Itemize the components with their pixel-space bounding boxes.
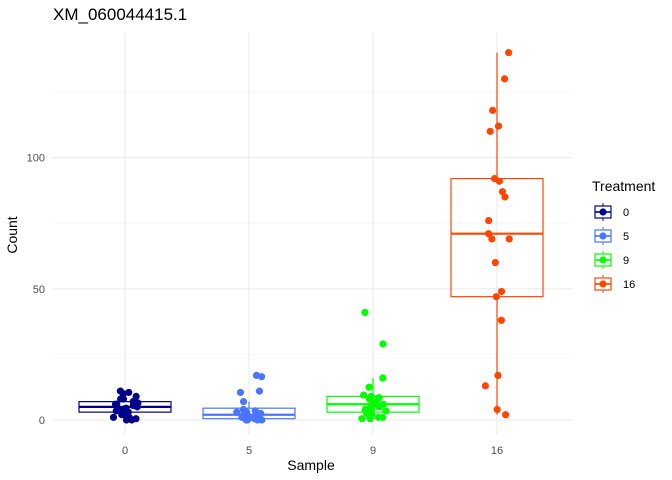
data-point: [497, 287, 506, 296]
data-point: [492, 293, 500, 301]
data-point: [360, 391, 368, 399]
data-point: [365, 383, 373, 391]
x-axis-ticks: 0 5 9 16: [122, 445, 503, 457]
chart-title: XM_060044415.1: [53, 5, 187, 24]
jitter-points: [109, 49, 513, 424]
data-point: [119, 408, 127, 416]
data-point: [361, 405, 369, 414]
data-point: [494, 371, 502, 379]
data-point: [481, 382, 489, 390]
legend-label: 5: [623, 231, 629, 243]
data-point: [494, 122, 503, 130]
data-point: [485, 216, 493, 225]
data-point: [129, 398, 137, 406]
legend-item-16: 16: [594, 275, 635, 293]
data-point: [501, 411, 510, 419]
data-point: [236, 388, 245, 397]
data-point: [497, 316, 505, 324]
data-point: [484, 230, 493, 238]
data-point: [251, 407, 259, 415]
data-point: [379, 340, 387, 348]
data-point: [491, 258, 499, 267]
data-point: [379, 400, 387, 408]
data-point: [125, 388, 133, 397]
data-point: [132, 392, 140, 400]
data-point: [382, 407, 390, 415]
data-point: [358, 415, 366, 423]
data-point: [505, 49, 513, 57]
legend-label: 0: [623, 207, 629, 219]
data-point: [379, 374, 387, 382]
x-tick-label: 0: [122, 445, 128, 457]
data-point: [498, 188, 507, 196]
data-point: [116, 387, 124, 395]
data-point: [116, 395, 125, 403]
data-point: [500, 75, 509, 83]
x-axis-title: Sample: [287, 457, 335, 473]
legend-item-0: 0: [594, 203, 629, 221]
legend-key-point: [599, 256, 607, 264]
data-point: [490, 174, 499, 183]
x-tick-label: 5: [246, 445, 252, 457]
data-point: [252, 371, 261, 379]
legend-title: Treatment: [592, 178, 655, 194]
x-tick-label: 16: [491, 445, 503, 457]
data-point: [255, 413, 263, 421]
y-tick-label: 100: [27, 153, 45, 165]
data-point: [366, 415, 374, 423]
box-16: [450, 52, 544, 415]
legend-key-point: [599, 280, 607, 288]
data-point: [109, 413, 118, 421]
legend-key-point: [599, 208, 607, 216]
legend: Treatment 0 5 9 16: [592, 178, 655, 293]
data-point: [239, 398, 248, 406]
legend-item-5: 5: [594, 227, 629, 245]
data-point: [489, 106, 497, 114]
data-point: [125, 413, 133, 421]
data-point: [111, 400, 120, 408]
y-axis-title: Count: [4, 216, 20, 253]
data-point: [255, 387, 264, 395]
data-point: [488, 235, 496, 243]
y-axis-ticks: 0 50 100: [27, 153, 45, 427]
box-iqr: [450, 177, 544, 298]
data-point: [367, 392, 375, 400]
legend-item-9: 9: [594, 251, 629, 269]
data-point: [493, 405, 501, 414]
data-point: [361, 308, 369, 317]
legend-key-point: [599, 232, 607, 240]
legend-label: 16: [623, 279, 635, 291]
data-point: [240, 411, 248, 419]
data-point: [486, 127, 494, 135]
data-point: [505, 235, 513, 243]
data-point: [239, 405, 247, 414]
data-point: [233, 408, 241, 416]
y-tick-label: 0: [39, 415, 45, 427]
data-point: [374, 413, 383, 421]
y-tick-label: 50: [33, 284, 45, 296]
box-series: [78, 52, 544, 420]
x-tick-label: 9: [370, 445, 376, 457]
data-point: [375, 394, 383, 402]
legend-label: 9: [623, 255, 629, 267]
